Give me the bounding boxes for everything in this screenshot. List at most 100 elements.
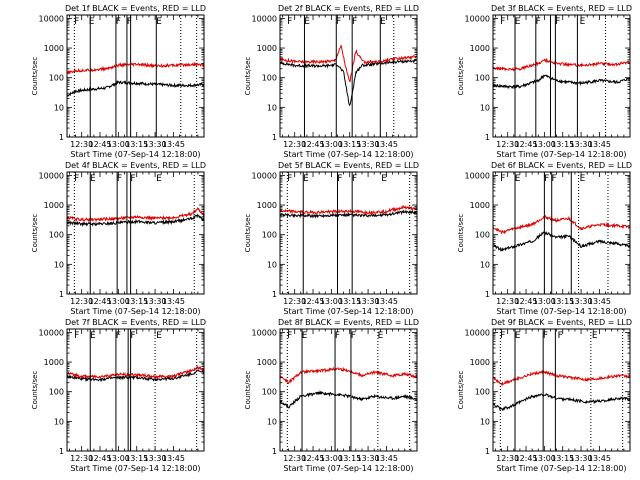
x-tick-label: 13:15 [125,454,148,463]
series-events-line [492,393,631,411]
y-tick-label: 10 [480,417,490,426]
x-tick-label: 13:30 [357,297,380,306]
y-tick-label: 10000 [39,328,64,337]
y-tick-label: 1000 [470,201,490,210]
series-events-line [279,390,418,409]
y-tick-label: 10000 [252,171,277,180]
x-tick-label: 13:15 [338,297,361,306]
y-tick-label: 100 [49,388,64,397]
y-tick-label: 10000 [465,171,490,180]
x-tick-label: 13:30 [357,140,380,149]
y-tick-label: 100 [49,231,64,240]
marker-label: E [156,17,162,27]
marker-label: F [551,174,556,184]
marker-label: E [90,331,96,341]
marker-label: F [555,17,560,27]
y-tick-label: 1000 [470,44,490,53]
panel-det-2f: Det 2f BLACK = Events, RED = LLD F E F F E 1 10… [244,4,419,159]
y-tick-label: 1 [272,447,277,456]
y-axis-label: Counts/sec [31,214,39,253]
marker-label: E [381,174,387,184]
y-tick-label: 1000 [470,358,490,367]
panel-title: Det 3f BLACK = Events, RED = LLD [491,4,632,13]
marker-label: E [515,17,521,27]
x-tick-label: 13:30 [144,297,167,306]
y-axis-label: Counts/sec [31,371,39,410]
x-tick-label: 12:45 [88,297,111,306]
series-lld-line [492,57,631,72]
x-tick-label: 13:45 [375,297,398,306]
x-tick-label: 12:45 [301,454,324,463]
marker-label: F [351,331,356,341]
x-tick-label: 13:00 [320,297,343,306]
x-tick-label: 12:45 [88,454,111,463]
x-tick-label: 13:00 [107,297,130,306]
x-tick-label: 13:30 [570,297,593,306]
y-tick-label: 1 [59,447,64,456]
x-tick-label: 13:15 [125,140,148,149]
marker-label: E [304,17,310,27]
x-tick-label: 13:00 [107,140,130,149]
marker-label: E [90,174,96,184]
x-axis-label: Start Time (07-Sep-14 12:18:00) [496,150,626,159]
x-tick-label: 13:00 [320,140,343,149]
x-tick-label: 13:00 [533,297,556,306]
marker-label: F [287,17,292,27]
panel-title: Det 5f BLACK = Events, RED = LLD [278,161,419,170]
panel-title: Det 7f BLACK = Events, RED = LLD [65,318,206,327]
x-tick-label: 13:45 [375,454,398,463]
y-tick-label: 1000 [44,358,64,367]
series-events-line [492,230,631,252]
marker-label: E [380,17,386,27]
y-tick-label: 10000 [252,14,277,23]
y-tick-label: 100 [475,388,490,397]
y-tick-label: 1000 [257,358,277,367]
panel-title: Det 6f BLACK = Events, RED = LLD [491,161,632,170]
plot-frame [492,328,631,452]
y-tick-label: 100 [262,388,277,397]
x-axis-label: Start Time (07-Sep-14 12:18:00) [496,307,626,316]
y-tick-label: 10 [267,417,277,426]
x-tick-label: 13:15 [338,454,361,463]
marker-label: F [500,331,505,341]
marker-label: F [116,17,121,27]
y-tick-label: 10000 [465,328,490,337]
y-tick-label: 10 [267,260,277,269]
y-axis-label: Counts/sec [457,57,465,96]
x-tick-label: 13:45 [162,140,185,149]
marker-label: F [500,174,505,184]
panel-title: Det 2f BLACK = Events, RED = LLD [278,4,419,13]
y-tick-label: 10000 [252,328,277,337]
y-tick-label: 10 [267,103,277,112]
marker-label: E [515,174,521,184]
y-tick-label: 1000 [44,44,64,53]
y-tick-label: 1000 [44,201,64,210]
x-tick-label: 13:15 [338,140,361,149]
y-tick-label: 100 [262,231,277,240]
x-axis-label: Start Time (07-Sep-14 12:18:00) [283,150,413,159]
series-events-line [492,74,631,90]
plot-frame [66,171,205,295]
series-lld-line [66,61,205,75]
x-tick-label: 12:30 [283,140,306,149]
marker-label: F [337,174,342,184]
y-tick-label: 1000 [257,44,277,53]
marker-label: F [117,174,122,184]
y-axis-label: Counts/sec [457,371,465,410]
y-tick-label: 100 [475,231,490,240]
y-axis-label: Counts/sec [31,57,39,96]
marker-label: F [335,331,340,341]
marker-label: F [536,17,541,27]
y-tick-label: 10 [480,260,490,269]
marker-label: E [302,331,308,341]
x-tick-label: 13:30 [357,454,380,463]
plot-frame [492,171,631,295]
x-tick-label: 12:45 [514,454,537,463]
y-tick-label: 1 [272,133,277,142]
marker-label: F [558,331,563,341]
x-axis-label: Start Time (07-Sep-14 12:18:00) [283,464,413,473]
x-tick-label: 13:30 [144,454,167,463]
